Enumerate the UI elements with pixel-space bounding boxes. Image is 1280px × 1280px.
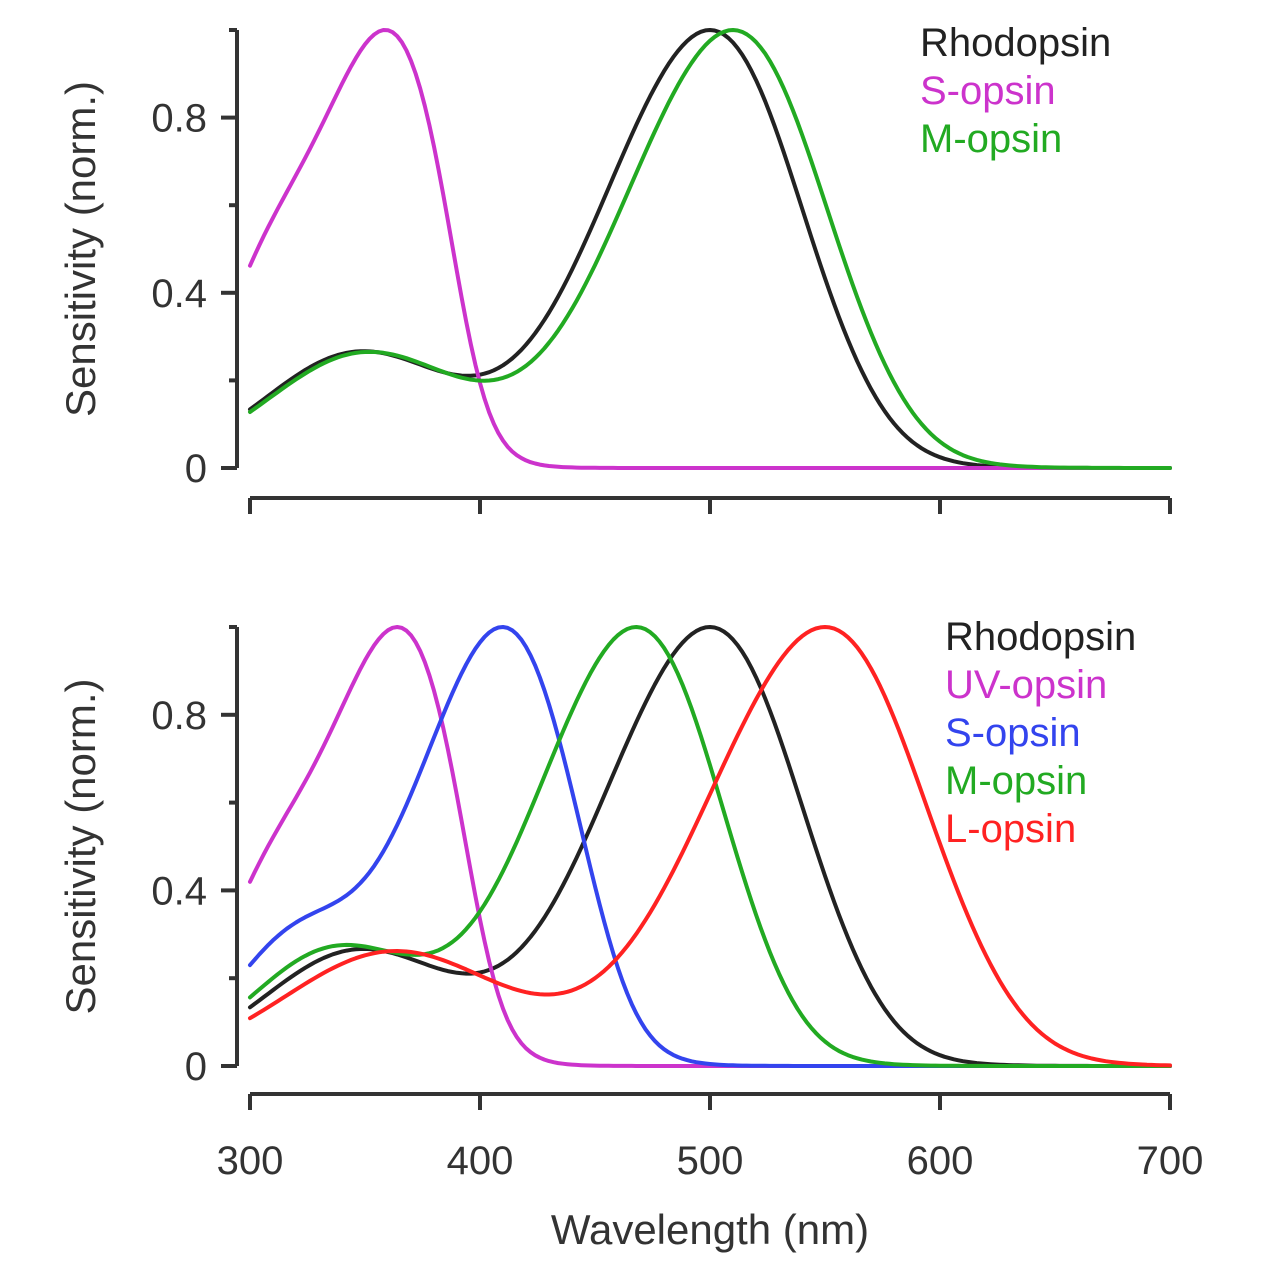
- y-axis-title: Sensitivity (norm.): [57, 678, 104, 1014]
- y-tick-label: 0.4: [151, 869, 207, 913]
- legend-entry-m-opsin: M-opsin: [945, 759, 1087, 803]
- y-tick-label: 0.4: [151, 272, 207, 316]
- legend-entry-rhodopsin: Rhodopsin: [945, 615, 1136, 659]
- series-line-m-opsin: [248, 625, 1172, 1068]
- legend-entry-m-opsin: M-opsin: [920, 117, 1062, 161]
- x-tick-label: 400: [447, 1139, 514, 1183]
- y-tick-label: 0.8: [151, 97, 207, 141]
- x-tick-label: 300: [217, 1139, 284, 1183]
- x-tick-label: 500: [677, 1139, 744, 1183]
- series-line-m-opsin: [248, 28, 1172, 470]
- panel-bottom: 0 0.4 0.8 Sensitivity (norm.) 300 400 500 600 70…: [57, 615, 1203, 1253]
- legend-entry-s-opsin: S-opsin: [920, 69, 1056, 113]
- x-tick-label: 600: [907, 1139, 974, 1183]
- legend-entry-uv-opsin: UV-opsin: [945, 663, 1107, 707]
- legend-entry-l-opsin: L-opsin: [945, 807, 1076, 851]
- x-axis-title: Wavelength (nm): [551, 1206, 869, 1253]
- y-tick-label: 0.8: [151, 694, 207, 738]
- panel-top: 0 0.4 0.8 Sensitivity (norm.) RhodopsinS-ops…: [57, 21, 1172, 514]
- legend-entry-rhodopsin: Rhodopsin: [920, 21, 1111, 65]
- y-axis-title: Sensitivity (norm.): [57, 81, 104, 417]
- x-tick-label: 700: [1137, 1139, 1204, 1183]
- legend-entry-s-opsin: S-opsin: [945, 711, 1081, 755]
- y-tick-label: 0: [185, 1045, 207, 1089]
- series-line-l-opsin: [248, 625, 1172, 1068]
- y-tick-label: 0: [185, 447, 207, 491]
